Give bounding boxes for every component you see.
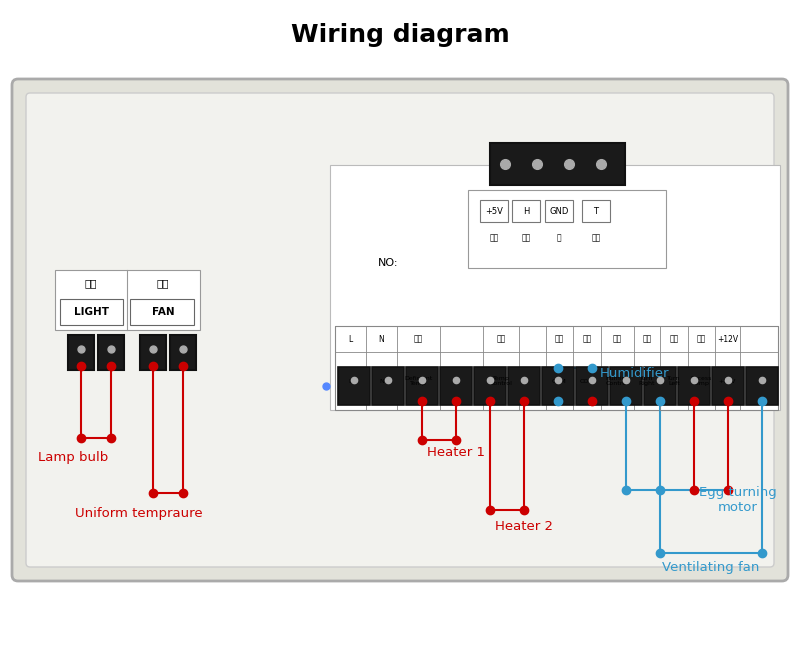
- Text: Ventilating fan: Ventilating fan: [662, 562, 760, 574]
- Bar: [508, 367, 540, 405]
- Text: L: L: [348, 335, 353, 343]
- Text: 电源: 电源: [490, 234, 498, 242]
- Text: T: T: [594, 206, 598, 216]
- Text: +5V: +5V: [485, 206, 503, 216]
- Bar: [60, 299, 123, 325]
- Text: 右翳: 右翳: [642, 335, 652, 343]
- Bar: [576, 367, 608, 405]
- Text: FAN: FAN: [152, 307, 174, 317]
- Bar: [480, 200, 508, 222]
- FancyBboxPatch shape: [12, 79, 788, 581]
- Bar: [610, 367, 642, 405]
- Text: Turn
Left: Turn Left: [667, 375, 681, 386]
- Text: 温度: 温度: [591, 234, 601, 242]
- Bar: [140, 335, 166, 370]
- Bar: [746, 367, 778, 405]
- FancyBboxPatch shape: [26, 93, 774, 567]
- Text: 地: 地: [557, 234, 562, 242]
- Text: N: N: [378, 335, 384, 343]
- Text: Humidifier: Humidifier: [600, 367, 670, 379]
- Text: N: N: [379, 379, 384, 383]
- Bar: [406, 367, 438, 405]
- Bar: [542, 367, 574, 405]
- Bar: [468, 190, 666, 268]
- Text: 公共: 公共: [555, 335, 564, 343]
- Text: Heater 1: Heater 1: [427, 446, 485, 460]
- Bar: [68, 335, 94, 370]
- Text: LIGHT: LIGHT: [74, 307, 109, 317]
- Bar: [335, 326, 778, 410]
- Text: Egg turning
motor: Egg turning motor: [699, 486, 777, 514]
- Bar: [644, 367, 676, 405]
- Bar: [490, 143, 625, 185]
- Bar: [130, 299, 194, 325]
- Bar: [512, 200, 540, 222]
- Text: H: H: [523, 206, 529, 216]
- Text: Turn
Right: Turn Right: [638, 375, 655, 386]
- Text: 控湿: 控湿: [613, 335, 622, 343]
- Bar: [440, 367, 472, 405]
- Text: COM: COM: [552, 379, 567, 383]
- Bar: [98, 335, 124, 370]
- Text: NO:: NO:: [378, 258, 398, 268]
- Bar: [582, 200, 610, 222]
- Text: 控温: 控温: [496, 335, 506, 343]
- Text: GND: GND: [550, 206, 569, 216]
- Bar: [474, 367, 506, 405]
- Text: Humidy
Control: Humidy Control: [606, 375, 630, 386]
- Bar: [678, 367, 710, 405]
- Text: L: L: [349, 379, 352, 383]
- Text: Excess
Temp: Excess Temp: [691, 375, 712, 386]
- Bar: [545, 200, 573, 222]
- Bar: [330, 165, 780, 410]
- Text: Temp
Control: Temp Control: [490, 375, 513, 386]
- Text: 风扇: 风扇: [157, 278, 170, 288]
- Text: 公共: 公共: [582, 335, 592, 343]
- Text: 照明: 照明: [85, 278, 98, 288]
- Text: COM: COM: [580, 379, 594, 383]
- Bar: [338, 367, 370, 405]
- Text: Heater 2: Heater 2: [495, 520, 553, 532]
- Bar: [170, 335, 196, 370]
- Text: 左翳: 左翳: [670, 335, 678, 343]
- Bar: [55, 270, 200, 330]
- Text: 超温: 超温: [697, 335, 706, 343]
- Text: +12V: +12V: [719, 379, 736, 383]
- Bar: [372, 367, 404, 405]
- Text: Uniform tempraure: Uniform tempraure: [75, 506, 202, 520]
- Text: Lamp bulb: Lamp bulb: [38, 452, 108, 464]
- Bar: [712, 367, 744, 405]
- Text: Deficient
Temp: Deficient Temp: [404, 375, 433, 386]
- Text: 欠温: 欠温: [414, 335, 423, 343]
- Text: 湿度: 湿度: [522, 234, 530, 242]
- Text: Wiring diagram: Wiring diagram: [290, 23, 510, 47]
- Text: +12V: +12V: [717, 335, 738, 343]
